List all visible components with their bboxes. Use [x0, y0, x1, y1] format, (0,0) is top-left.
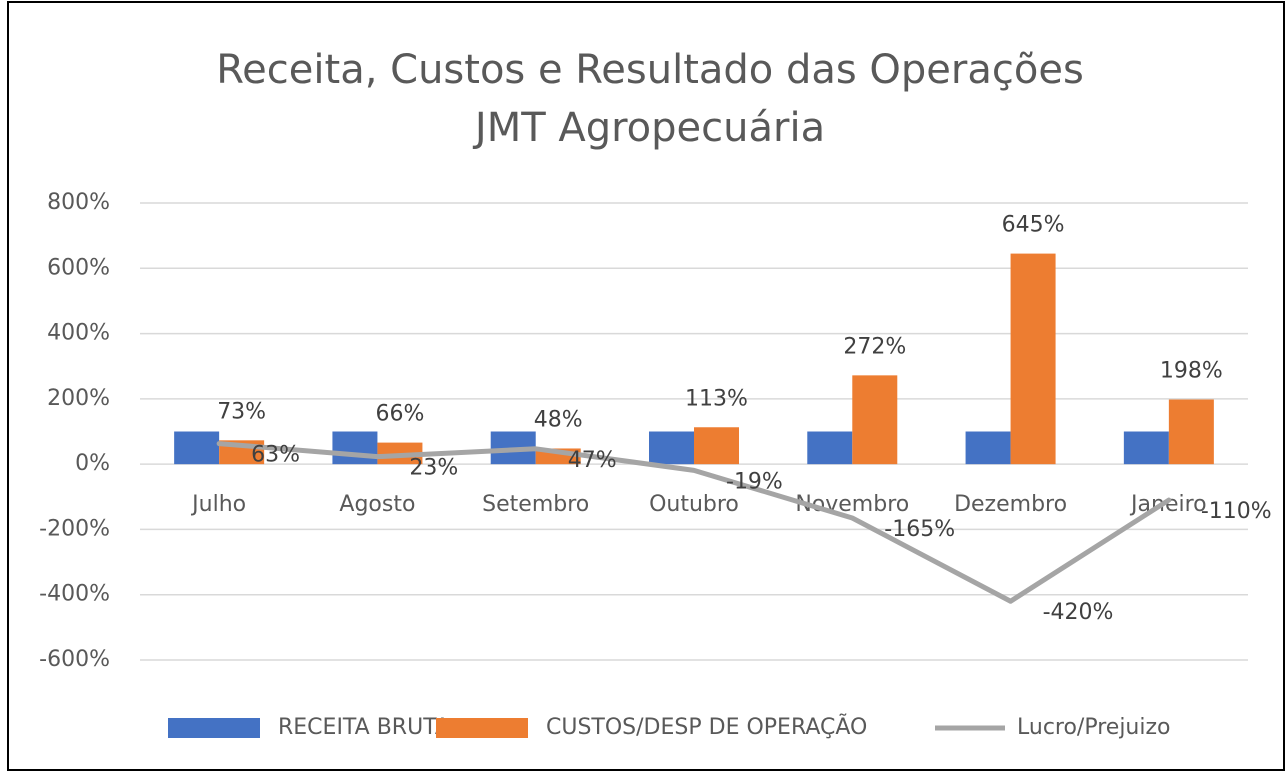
data-label: 66% [375, 402, 424, 427]
bar [332, 431, 378, 465]
y-tick-label: -200% [39, 516, 110, 541]
data-label: -420% [1043, 600, 1114, 625]
data-label: -165% [884, 517, 955, 542]
legend-label: Lucro/Prejuizo [1017, 715, 1171, 740]
data-label: 47% [568, 448, 617, 473]
chart-title: Receita, Custos e Resultado das Operaçõe… [216, 47, 1084, 93]
y-tick-label: 200% [47, 386, 110, 411]
bar [1010, 253, 1056, 465]
x-tick-label: Setembro [482, 492, 589, 517]
x-tick-label: Janeiro [1129, 492, 1207, 517]
data-label: 272% [843, 334, 906, 359]
legend-swatch [436, 718, 528, 738]
bar [852, 375, 898, 465]
data-label: 48% [534, 407, 583, 432]
data-label: 63% [251, 443, 300, 468]
chart-border [7, 1, 1285, 771]
bar [807, 431, 853, 465]
legend-swatch [168, 718, 260, 738]
data-label: 73% [217, 399, 266, 424]
y-tick-label: 0% [75, 451, 110, 476]
data-label: -19% [726, 469, 783, 494]
y-tick-label: 600% [47, 255, 110, 280]
legend-label: CUSTOS/DESP DE OPERAÇÃO [546, 713, 867, 740]
data-label: 113% [685, 386, 748, 411]
x-tick-label: Outubro [649, 492, 739, 517]
data-label: -110% [1201, 499, 1272, 524]
data-label: 198% [1160, 359, 1223, 384]
x-tick-label: Dezembro [954, 492, 1067, 517]
bar [1123, 431, 1169, 465]
x-tick-label: Agosto [339, 492, 415, 517]
chart-subtitle: JMT Agropecuária [472, 105, 825, 151]
bar [174, 431, 220, 465]
bar [965, 431, 1011, 465]
y-tick-label: -400% [39, 582, 110, 607]
y-tick-label: 400% [47, 321, 110, 346]
data-label: 23% [409, 456, 458, 481]
y-tick-label: 800% [47, 190, 110, 215]
x-tick-label: Julho [190, 492, 246, 517]
bar [649, 431, 694, 465]
data-label: 645% [1002, 213, 1065, 238]
bar [1168, 399, 1214, 465]
bar [694, 427, 739, 465]
line-series [216, 441, 1172, 604]
y-tick-label: -600% [39, 647, 110, 672]
legend-label: RECEITA BRUTA [278, 715, 450, 740]
